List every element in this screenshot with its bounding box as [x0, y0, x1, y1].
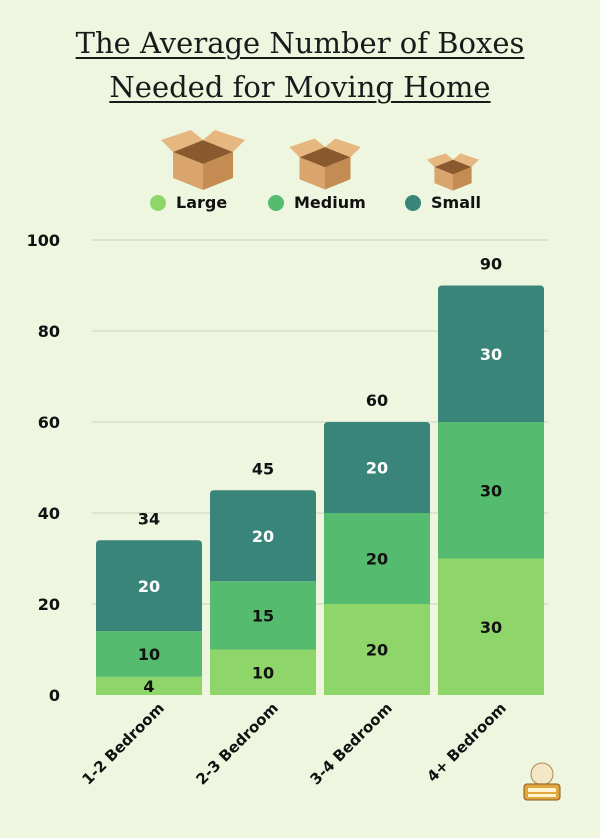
y-tick-label: 60	[38, 413, 60, 432]
data-label: 10	[252, 663, 274, 682]
total-label: 45	[252, 459, 274, 478]
chart-title-line-1: The Average Number of Boxes	[75, 26, 525, 60]
data-label: 20	[366, 459, 388, 478]
data-label: 10	[138, 645, 160, 664]
x-tick-label: 1-2 Bedroom	[79, 699, 168, 788]
bar-segment-small	[324, 422, 430, 513]
data-label: 20	[366, 550, 388, 569]
chart-title-line-2: Needed for Moving Home	[109, 70, 491, 104]
medium-box-icon	[289, 138, 361, 190]
y-tick-label: 80	[38, 322, 60, 341]
legend-label: Large	[176, 193, 227, 212]
x-tick-label: 2-3 Bedroom	[193, 699, 282, 788]
find-my-movers-logo-icon	[523, 762, 561, 801]
legend-label: Medium	[294, 193, 366, 212]
bar-segment-large	[438, 558, 544, 695]
data-label: 30	[480, 481, 502, 500]
bar-segment-medium	[438, 422, 544, 559]
data-label: 15	[252, 606, 274, 625]
data-label: 30	[480, 345, 502, 364]
total-label: 90	[480, 255, 502, 274]
data-label: 4	[143, 677, 154, 696]
bar-segment-large	[96, 676, 202, 695]
data-label: 20	[138, 577, 160, 596]
legend-swatch	[268, 195, 284, 211]
y-tick-label: 0	[49, 686, 60, 705]
total-label: 34	[138, 509, 160, 528]
legend-swatch	[150, 195, 166, 211]
data-label: 20	[252, 527, 274, 546]
data-label: 20	[366, 641, 388, 660]
legend-label: Small	[431, 193, 481, 212]
total-label: 60	[366, 391, 388, 410]
y-tick-label: 100	[27, 231, 60, 250]
legend-swatch	[405, 195, 421, 211]
bar-segment-large	[324, 604, 430, 695]
data-label: 30	[480, 618, 502, 637]
bar-segment-small	[96, 540, 202, 632]
x-tick-label: 4+ Bedroom	[423, 699, 509, 785]
bar-segment-small	[438, 285, 544, 422]
bar-segment-medium	[96, 631, 202, 677]
x-tick-label: 3-4 Bedroom	[307, 699, 396, 788]
small-box-icon	[426, 153, 480, 191]
large-box-icon	[161, 130, 245, 190]
bar-segment-small	[210, 490, 316, 582]
bar-segment-medium	[210, 581, 316, 650]
bar-segment-medium	[324, 513, 430, 604]
bar-segment-large	[210, 649, 316, 695]
y-tick-label: 20	[38, 595, 60, 614]
y-tick-label: 40	[38, 504, 60, 523]
